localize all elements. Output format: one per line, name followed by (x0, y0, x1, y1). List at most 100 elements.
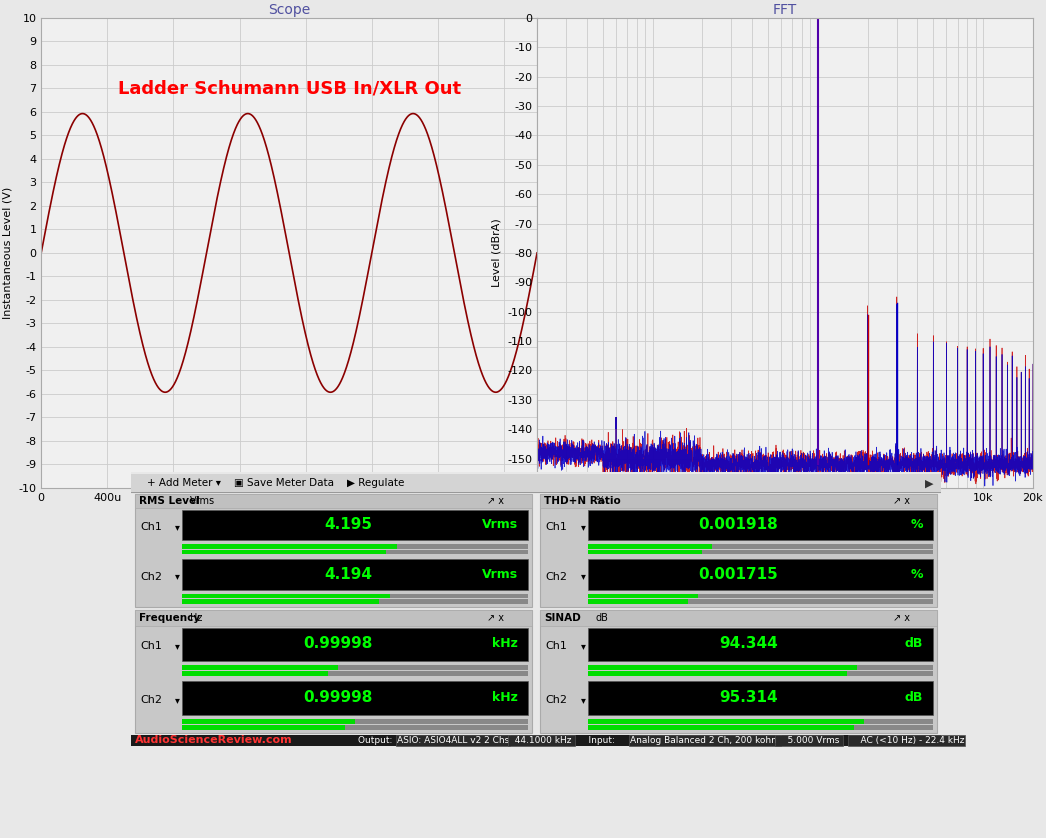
FancyBboxPatch shape (338, 665, 528, 670)
FancyBboxPatch shape (345, 725, 528, 730)
Text: kHz: kHz (492, 691, 518, 704)
Text: %: % (910, 518, 923, 531)
FancyBboxPatch shape (588, 559, 933, 590)
FancyBboxPatch shape (182, 545, 396, 549)
Text: Input:: Input: (576, 736, 617, 745)
Text: dB: dB (905, 637, 923, 650)
FancyBboxPatch shape (182, 545, 528, 549)
FancyBboxPatch shape (182, 665, 338, 670)
Text: Ch1: Ch1 (140, 522, 162, 532)
FancyBboxPatch shape (182, 599, 380, 604)
FancyBboxPatch shape (390, 594, 528, 598)
Text: 44.1000 kHz: 44.1000 kHz (508, 736, 574, 745)
FancyBboxPatch shape (588, 628, 933, 661)
FancyBboxPatch shape (182, 599, 528, 604)
FancyBboxPatch shape (182, 559, 528, 590)
Text: 0.99998: 0.99998 (303, 690, 372, 705)
FancyBboxPatch shape (182, 671, 528, 676)
Text: ▾: ▾ (176, 641, 180, 651)
Text: SINAD: SINAD (544, 613, 581, 623)
Text: Ch2: Ch2 (140, 572, 162, 582)
FancyBboxPatch shape (588, 599, 933, 604)
Text: 0.001715: 0.001715 (698, 566, 778, 582)
FancyBboxPatch shape (131, 474, 941, 492)
FancyBboxPatch shape (182, 665, 528, 670)
FancyBboxPatch shape (182, 671, 327, 676)
FancyBboxPatch shape (588, 681, 933, 715)
FancyBboxPatch shape (327, 671, 528, 676)
Text: Vrms: Vrms (190, 496, 215, 506)
Text: 0.001918: 0.001918 (698, 517, 778, 532)
Text: Ch1: Ch1 (140, 641, 162, 651)
Text: ▾: ▾ (176, 696, 180, 706)
FancyBboxPatch shape (588, 665, 933, 670)
Text: ...: ... (530, 471, 542, 481)
FancyBboxPatch shape (540, 494, 937, 608)
Text: Ch1: Ch1 (546, 522, 568, 532)
FancyBboxPatch shape (182, 719, 356, 724)
FancyBboxPatch shape (854, 725, 933, 730)
Y-axis label: Level (dBrA): Level (dBrA) (492, 219, 501, 287)
FancyBboxPatch shape (588, 719, 933, 724)
Text: 94.344: 94.344 (719, 636, 778, 651)
Text: ↗ x: ↗ x (892, 496, 910, 506)
FancyBboxPatch shape (540, 610, 937, 626)
FancyBboxPatch shape (702, 550, 933, 554)
X-axis label: Time (s): Time (s) (267, 509, 312, 518)
Text: + Add Meter ▾    ▣ Save Meter Data    ▶ Regulate: + Add Meter ▾ ▣ Save Meter Data ▶ Regula… (146, 478, 405, 489)
FancyBboxPatch shape (588, 545, 933, 549)
FancyBboxPatch shape (135, 610, 532, 626)
FancyBboxPatch shape (699, 594, 933, 598)
Text: ↗ x: ↗ x (487, 496, 504, 506)
FancyBboxPatch shape (135, 610, 532, 733)
Text: Ch2: Ch2 (140, 696, 162, 706)
FancyBboxPatch shape (540, 610, 937, 733)
FancyBboxPatch shape (588, 665, 858, 670)
FancyBboxPatch shape (135, 494, 532, 509)
FancyBboxPatch shape (588, 599, 688, 604)
FancyBboxPatch shape (182, 594, 390, 598)
FancyBboxPatch shape (182, 510, 528, 541)
FancyBboxPatch shape (588, 550, 702, 554)
FancyBboxPatch shape (588, 725, 854, 730)
FancyBboxPatch shape (588, 550, 933, 554)
Text: Ladder Schumann USB In/XLR Out: Ladder Schumann USB In/XLR Out (117, 80, 460, 97)
FancyBboxPatch shape (864, 719, 933, 724)
Text: Ch2: Ch2 (546, 572, 568, 582)
FancyBboxPatch shape (135, 494, 532, 608)
FancyBboxPatch shape (182, 550, 386, 554)
FancyBboxPatch shape (182, 550, 528, 554)
FancyBboxPatch shape (847, 671, 933, 676)
Text: ↗ x: ↗ x (892, 613, 910, 623)
FancyBboxPatch shape (588, 510, 933, 541)
Text: dB: dB (905, 691, 923, 704)
Text: 5.000 Vrms: 5.000 Vrms (776, 736, 842, 745)
Text: Vrms: Vrms (481, 518, 518, 531)
Text: Ch1: Ch1 (546, 641, 568, 651)
Text: Hz: Hz (190, 613, 203, 623)
Text: Frequency: Frequency (139, 613, 200, 623)
FancyBboxPatch shape (386, 550, 528, 554)
FancyBboxPatch shape (182, 594, 528, 598)
FancyBboxPatch shape (182, 719, 528, 724)
Text: Output:: Output: (358, 736, 395, 745)
Text: ▶: ▶ (925, 478, 933, 489)
FancyBboxPatch shape (588, 671, 933, 676)
Text: Ch2: Ch2 (546, 696, 568, 706)
FancyBboxPatch shape (588, 671, 847, 676)
Text: %: % (910, 567, 923, 581)
Text: AC (<10 Hz) - 22.4 kHz: AC (<10 Hz) - 22.4 kHz (849, 736, 964, 745)
Y-axis label: Instantaneous Level (V): Instantaneous Level (V) (3, 187, 13, 319)
FancyBboxPatch shape (396, 545, 528, 549)
Text: dB: dB (596, 613, 609, 623)
FancyBboxPatch shape (688, 599, 933, 604)
FancyBboxPatch shape (588, 545, 712, 549)
FancyBboxPatch shape (858, 665, 933, 670)
Text: 0.99998: 0.99998 (303, 636, 372, 651)
FancyBboxPatch shape (712, 545, 933, 549)
FancyBboxPatch shape (588, 594, 699, 598)
FancyBboxPatch shape (182, 725, 345, 730)
Text: kHz: kHz (492, 637, 518, 650)
Text: ▾: ▾ (581, 641, 586, 651)
Text: %: % (596, 496, 605, 506)
